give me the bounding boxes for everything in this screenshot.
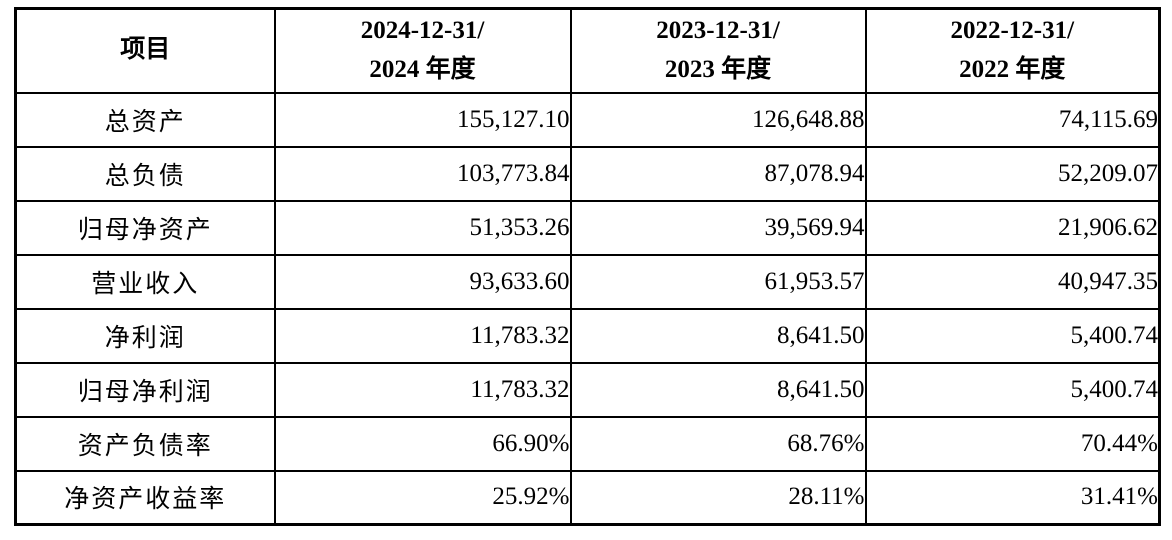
row-label: 净资产收益率 [14,469,276,526]
row-label: 营业收入 [14,253,276,310]
financial-summary-table: 项目 2024-12-31/ 2024 年度 2023-12-31/ 2023 … [14,7,1161,526]
value-cell: 61,953.57 [569,253,867,310]
value-cell: 126,648.88 [569,91,867,148]
period-2022-year: 2022 年度 [959,55,1066,83]
value-cell: 39,569.94 [569,199,867,256]
table-row-net-profit-parent: 归母净利润 11,783.32 8,641.50 5,400.74 [14,361,1161,418]
value-cell: 93,633.60 [273,253,572,310]
value-cell: 21,906.62 [864,199,1161,256]
row-label: 总负债 [14,145,276,202]
table-row-net-assets-parent: 归母净资产 51,353.26 39,569.94 21,906.62 [14,199,1161,256]
value-cell: 68.76% [569,415,867,472]
table-header: 项目 2024-12-31/ 2024 年度 2023-12-31/ 2023 … [14,7,1161,94]
value-cell: 8,641.50 [569,307,867,364]
column-header-period-2024: 2024-12-31/ 2024 年度 [273,7,572,94]
financial-summary-table-container: 项目 2024-12-31/ 2024 年度 2023-12-31/ 2023 … [14,7,1161,526]
value-cell: 66.90% [273,415,572,472]
row-label: 资产负债率 [14,415,276,472]
value-cell: 8,641.50 [569,361,867,418]
header-row: 项目 2024-12-31/ 2024 年度 2023-12-31/ 2023 … [14,7,1161,94]
value-cell: 155,127.10 [273,91,572,148]
value-cell: 103,773.84 [273,145,572,202]
table-row-total-liabilities: 总负债 103,773.84 87,078.94 52,209.07 [14,145,1161,202]
table-body: 总资产 155,127.10 126,648.88 74,115.69 总负债 … [14,91,1161,526]
table-row-debt-ratio: 资产负债率 66.90% 68.76% 70.44% [14,415,1161,472]
row-label: 归母净资产 [14,199,276,256]
value-cell: 74,115.69 [864,91,1161,148]
value-cell: 31.41% [864,469,1161,526]
table-row-total-assets: 总资产 155,127.10 126,648.88 74,115.69 [14,91,1161,148]
value-cell: 11,783.32 [273,361,572,418]
value-cell: 5,400.74 [864,307,1161,364]
row-label: 总资产 [14,91,276,148]
value-cell: 51,353.26 [273,199,572,256]
row-label: 归母净利润 [14,361,276,418]
table-row-roe: 净资产收益率 25.92% 28.11% 31.41% [14,469,1161,526]
value-cell: 52,209.07 [864,145,1161,202]
column-header-item: 项目 [14,7,276,94]
value-cell: 28.11% [569,469,867,526]
value-cell: 5,400.74 [864,361,1161,418]
table-row-net-profit: 净利润 11,783.32 8,641.50 5,400.74 [14,307,1161,364]
period-2023-year: 2023 年度 [664,55,772,83]
value-cell: 40,947.35 [864,253,1161,310]
value-cell: 87,078.94 [569,145,867,202]
column-header-period-2022: 2022-12-31/ 2022 年度 [864,7,1161,94]
period-2024-date: 2024-12-31/ [360,17,485,44]
row-label: 净利润 [14,307,276,364]
period-2022-date: 2022-12-31/ [950,17,1075,44]
period-2023-date: 2023-12-31/ [656,17,780,44]
period-2024-year: 2024 年度 [369,55,476,83]
table-row-operating-revenue: 营业收入 93,633.60 61,953.57 40,947.35 [14,253,1161,310]
column-header-item-label: 项目 [120,36,171,64]
value-cell: 11,783.32 [273,307,572,364]
value-cell: 25.92% [273,469,572,526]
column-header-period-2023: 2023-12-31/ 2023 年度 [569,7,867,94]
value-cell: 70.44% [864,415,1161,472]
